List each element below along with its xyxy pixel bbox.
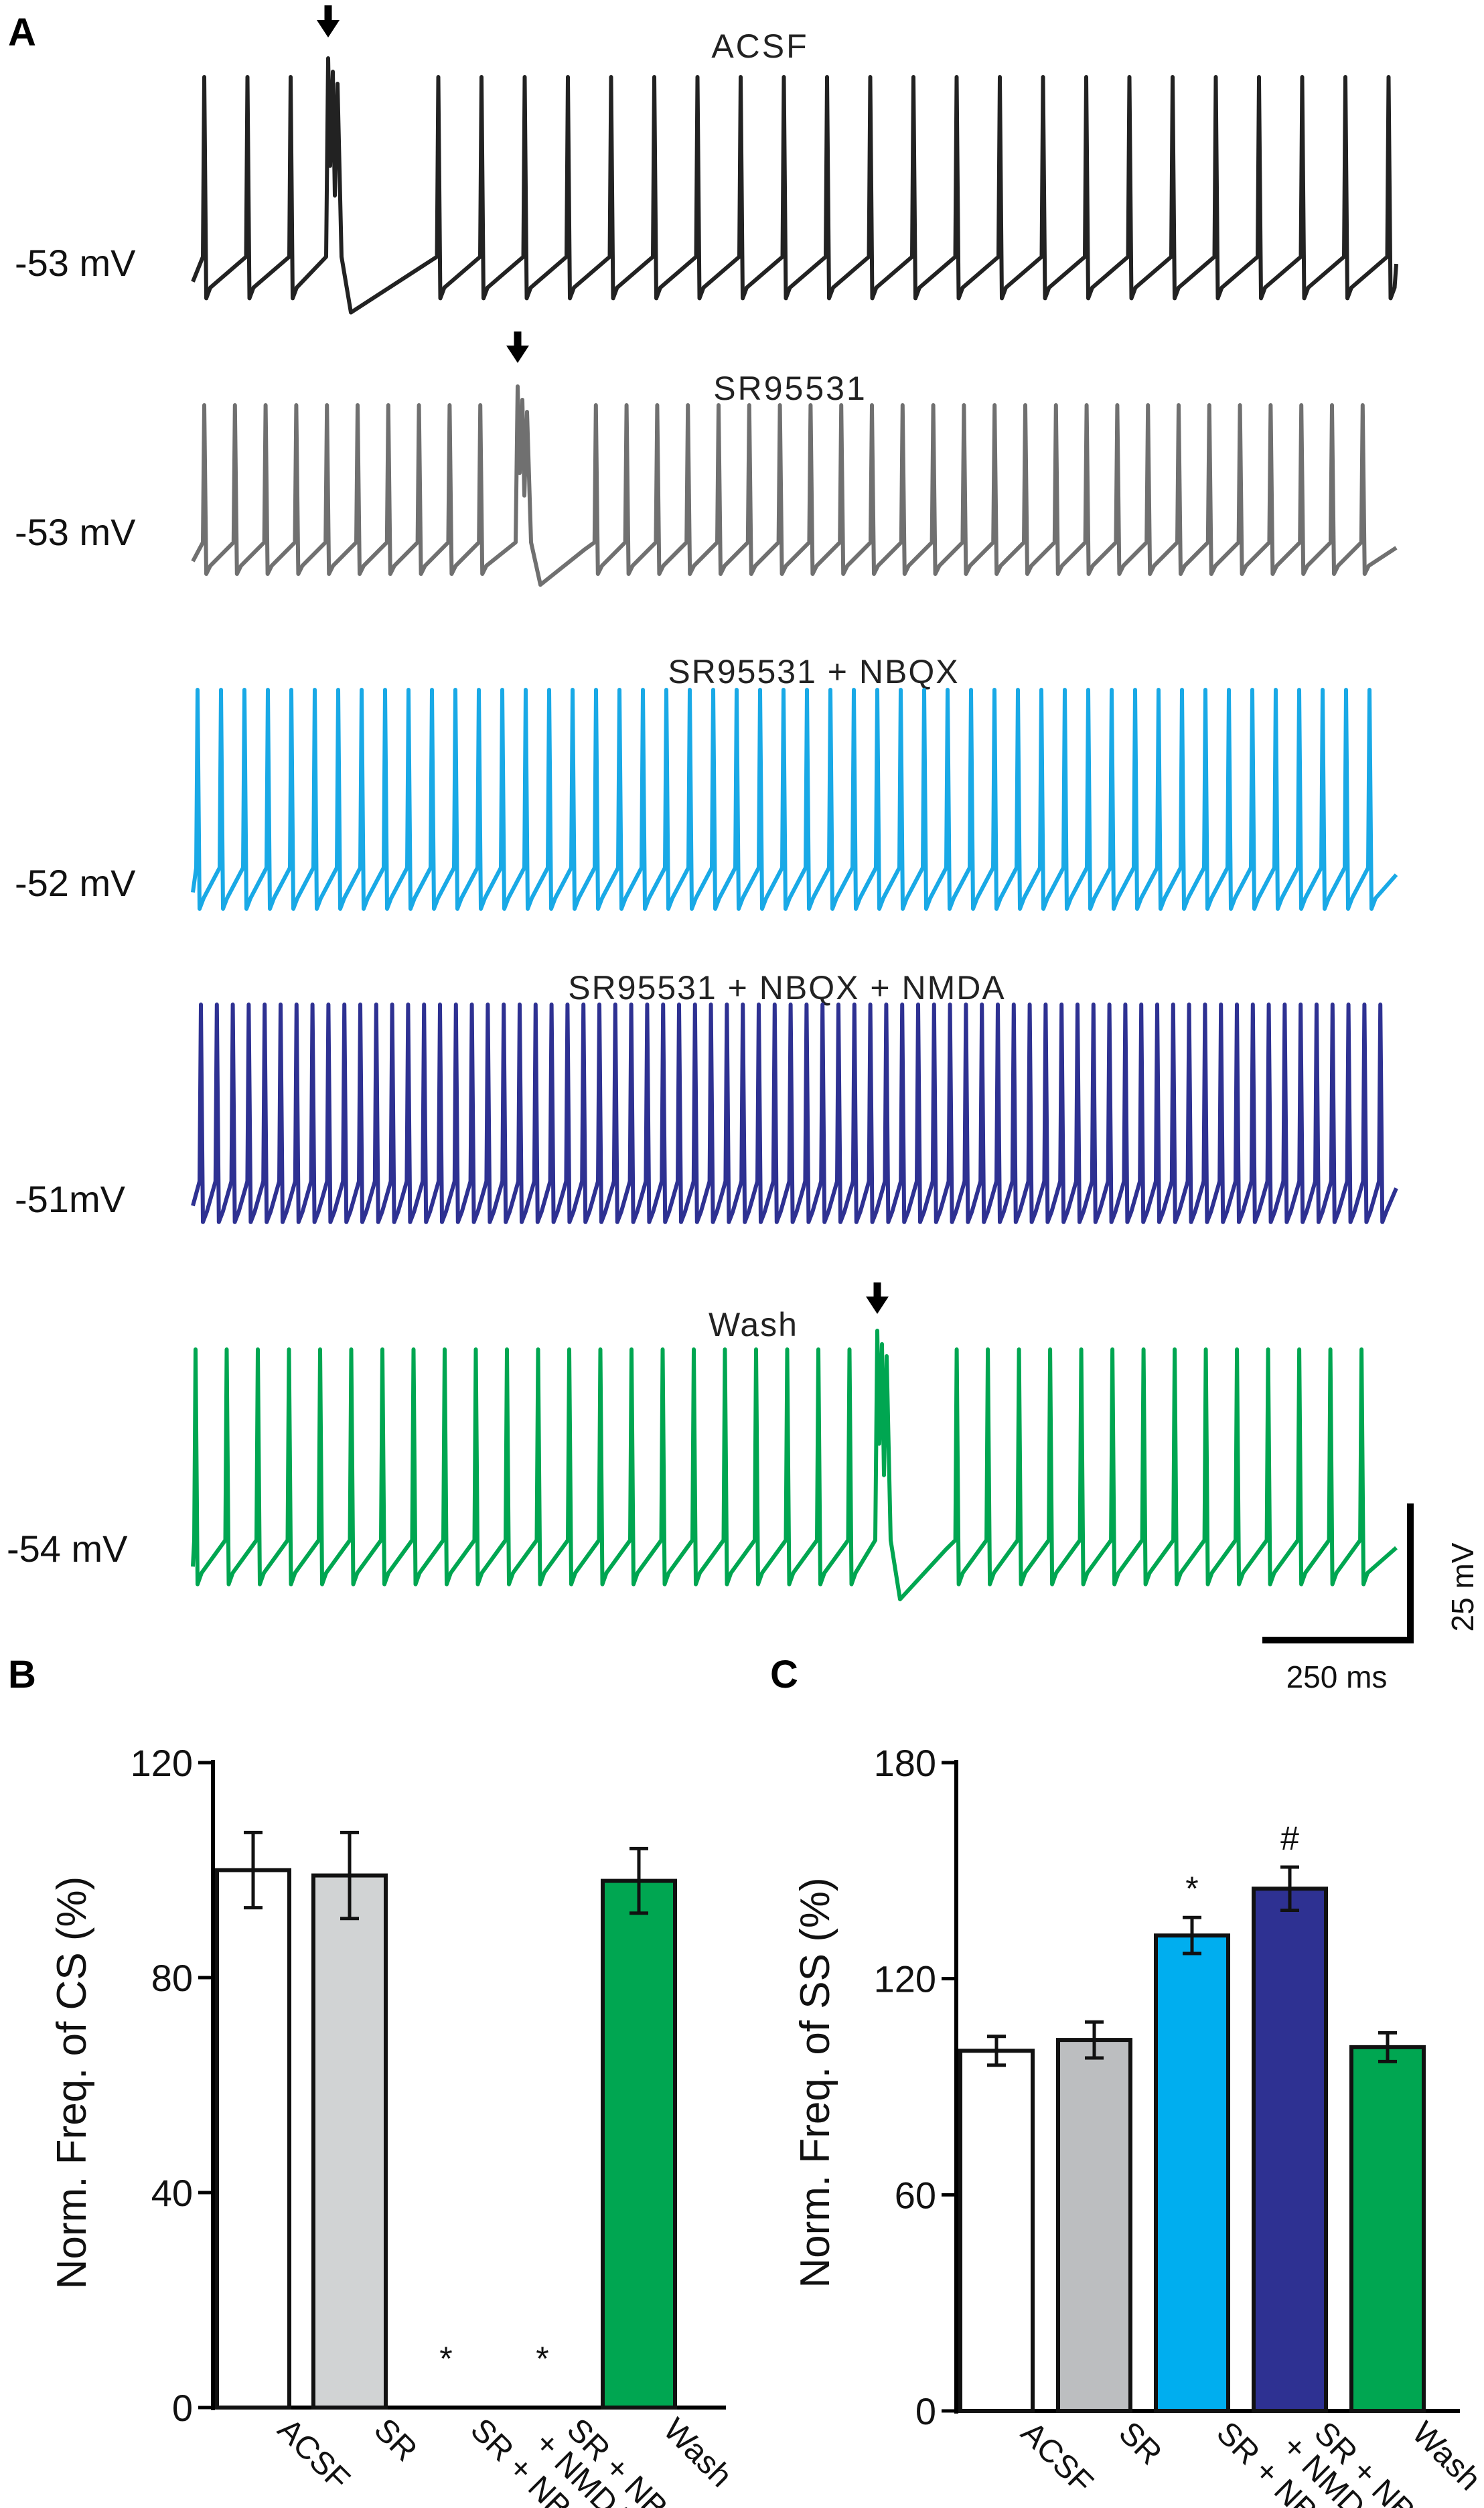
y-tick-label-0: 0 bbox=[172, 2387, 193, 2429]
panel-label-c: C bbox=[770, 1653, 798, 1696]
bar-0 bbox=[215, 1868, 291, 2410]
trace-4 bbox=[191, 1329, 1398, 1602]
x-tick-label-0-0: ACSF bbox=[1014, 2415, 1100, 2501]
baseline-label-4: -54 mV bbox=[7, 1528, 128, 1570]
y-axis-label: Norm. Freq. of CS (%) bbox=[49, 1876, 95, 2290]
trace-0 bbox=[191, 56, 1398, 315]
bar-4 bbox=[1349, 2045, 1426, 2414]
baseline-label-2: -52 mV bbox=[15, 862, 136, 904]
x-tick-label-4-0: Wash bbox=[656, 2412, 739, 2494]
x-tick-label-1-0: SR bbox=[367, 2412, 424, 2468]
trace-2 bbox=[191, 688, 1398, 911]
y-axis-label: Norm. Freq. of SS (%) bbox=[792, 1877, 838, 2288]
baseline-label-1: -53 mV bbox=[15, 511, 136, 553]
trace-group-3: SR95531 + NBQX + NMDA -51mV bbox=[15, 969, 1398, 1224]
trace-group-0: ACSF -53 mV bbox=[15, 27, 1398, 315]
baseline-label-0: -53 mV bbox=[15, 242, 136, 284]
y-tick-label-2: 80 bbox=[151, 1957, 193, 1999]
trace-3 bbox=[191, 1003, 1398, 1224]
bar-0 bbox=[958, 2049, 1035, 2413]
x-tick-label-0-0: ACSF bbox=[271, 2412, 356, 2497]
bar-2 bbox=[1154, 1933, 1230, 2413]
trace-group-4: Wash -54 mV bbox=[7, 1306, 1398, 1602]
y-tick-label-3: 180 bbox=[874, 1742, 936, 1784]
arrow-down-icon-1 bbox=[506, 331, 529, 363]
trace-group-2: SR95531 + NBQX -52 mV bbox=[15, 653, 1398, 911]
arrow-down-icon-0 bbox=[317, 5, 340, 38]
annotation-3: # bbox=[1280, 1820, 1299, 1857]
bar-4 bbox=[601, 1878, 677, 2410]
trace-group-1: SR95531 -53 mV bbox=[15, 370, 1398, 587]
scale-bar: 25 mV 250 ms bbox=[1262, 1503, 1480, 1694]
trace-title-1: SR95531 bbox=[713, 370, 867, 407]
y-tick-label-2: 120 bbox=[874, 1958, 936, 2000]
bar-1 bbox=[311, 1873, 388, 2410]
trace-title-3: SR95531 + NBQX + NMDA bbox=[568, 969, 1005, 1007]
trace-1 bbox=[191, 384, 1398, 587]
panel-label-b: B bbox=[8, 1653, 36, 1696]
scale-bar-lines bbox=[1262, 1503, 1414, 1643]
arrow-down-icon-4 bbox=[866, 1282, 889, 1314]
bar-1 bbox=[1056, 2038, 1132, 2413]
panel-label-a: A bbox=[8, 11, 36, 54]
x-tick-label-1-0: SR bbox=[1112, 2415, 1169, 2472]
trace-title-0: ACSF bbox=[711, 27, 808, 65]
annotation-2: * bbox=[1185, 1870, 1198, 1907]
annotation-3: * bbox=[536, 2340, 548, 2377]
bar-3 bbox=[1252, 1887, 1328, 2413]
x-tick-label-4-0: Wash bbox=[1405, 2415, 1484, 2497]
trace-title-2: SR95531 + NBQX bbox=[668, 653, 959, 690]
scale-bar-time: 250 ms bbox=[1286, 1659, 1388, 1694]
annotation-2: * bbox=[439, 2340, 452, 2377]
trace-title-4: Wash bbox=[709, 1306, 798, 1343]
y-tick-label-3: 120 bbox=[131, 1742, 193, 1784]
baseline-label-3: -51mV bbox=[15, 1178, 126, 1220]
scale-bar-voltage: 25 mV bbox=[1445, 1542, 1480, 1631]
y-tick-label-0: 0 bbox=[915, 2390, 936, 2432]
y-tick-label-1: 60 bbox=[895, 2174, 936, 2216]
y-tick-label-1: 40 bbox=[151, 2172, 193, 2214]
